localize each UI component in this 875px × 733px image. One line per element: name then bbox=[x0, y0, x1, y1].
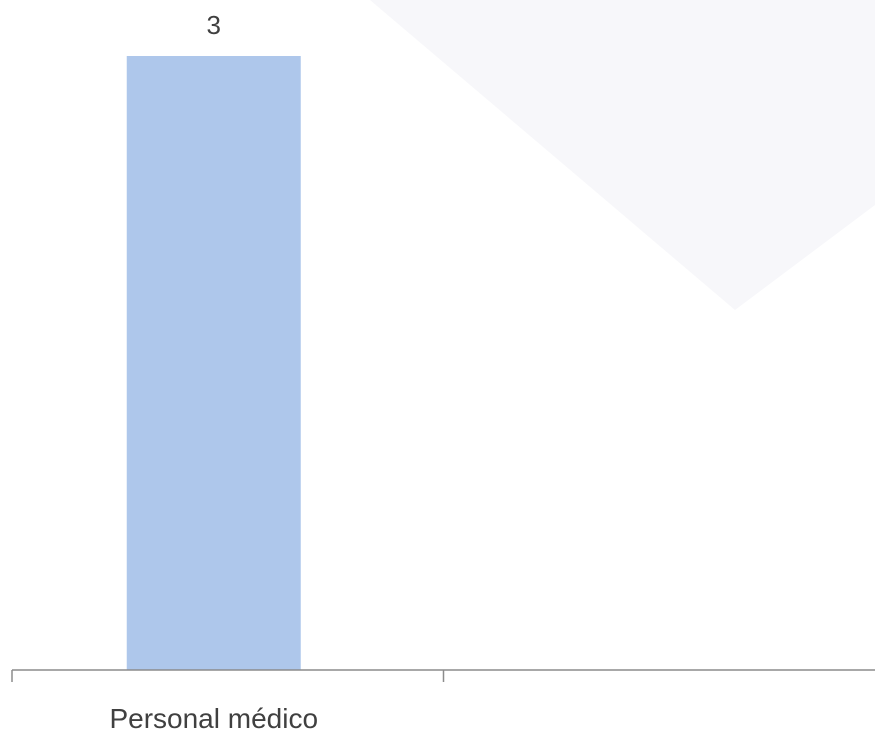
x-tick-label-1: Personal médico bbox=[109, 703, 318, 733]
bars-layer bbox=[126, 56, 301, 670]
data-label-1: 3 bbox=[207, 10, 221, 40]
data-labels-layer: 3 bbox=[207, 10, 221, 40]
x-axis: Personal médico bbox=[11, 669, 875, 733]
background-watermark-shape bbox=[370, 0, 875, 310]
bar-1 bbox=[126, 56, 301, 670]
